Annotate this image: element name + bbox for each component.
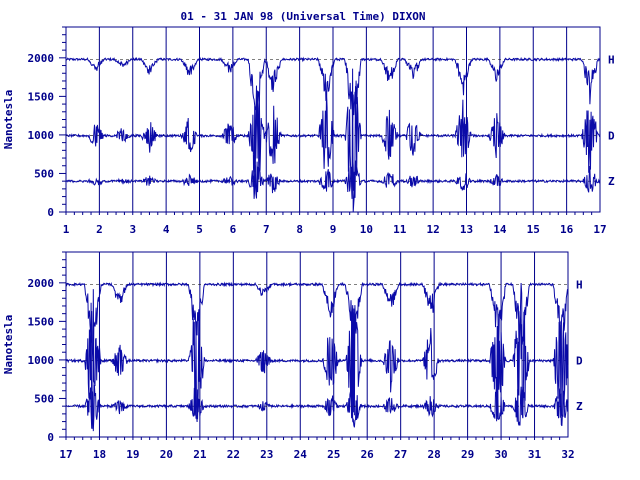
x-tick-label: 10 — [360, 223, 373, 236]
x-tick-label: 3 — [129, 223, 136, 236]
y-axis-label: Nanotesla — [2, 315, 15, 375]
series-label-H: H — [576, 278, 583, 291]
y-tick-label: 2000 — [28, 52, 55, 65]
x-tick-label: 31 — [528, 448, 542, 461]
x-tick-label: 1 — [63, 223, 70, 236]
y-tick-label: 0 — [47, 431, 54, 444]
y-tick-label: 1000 — [28, 129, 55, 142]
x-tick-label: 13 — [460, 223, 473, 236]
x-tick-label: 19 — [126, 448, 139, 461]
x-tick-label: 26 — [361, 448, 375, 461]
x-tick-label: 28 — [428, 448, 441, 461]
x-tick-label: 8 — [296, 223, 303, 236]
chart-panel-2: 17 18 19 20 21 22 23 24 25 26 27 28 29 30 31 32 0 500 1000… — [2, 251, 583, 461]
x-tick-label: 32 — [561, 448, 574, 461]
x-tick-label: 11 — [393, 223, 407, 236]
x-tick-label: 4 — [163, 223, 170, 236]
x-tick-label: 24 — [294, 448, 308, 461]
x-tick-label: 29 — [461, 448, 474, 461]
series-label-D: D — [608, 130, 615, 143]
series-line-Z — [65, 153, 601, 199]
x-tick-label: 6 — [230, 223, 237, 236]
x-tick-label: 12 — [427, 223, 440, 236]
x-tick-label: 16 — [560, 223, 574, 236]
x-tick-label: 25 — [327, 448, 340, 461]
series-line-D — [65, 282, 569, 429]
series-line-D — [65, 68, 601, 213]
chart-title: 01 - 31 JAN 98 (Universal Time) DIXON — [180, 10, 425, 23]
series-label-Z: Z — [576, 400, 583, 413]
y-axis-label: Nanotesla — [2, 90, 15, 150]
y-tick-label: 1500 — [28, 90, 55, 103]
series-label-Z: Z — [608, 175, 615, 188]
series-line-Z — [65, 383, 569, 432]
x-tick-label: 7 — [263, 223, 270, 236]
series-label-D: D — [576, 355, 583, 368]
x-tick-label: 22 — [227, 448, 240, 461]
x-tick-label: 15 — [527, 223, 540, 236]
x-tick-label: 21 — [193, 448, 207, 461]
y-tick-label: 2000 — [28, 277, 55, 290]
y-tick-label: 500 — [34, 167, 54, 180]
x-tick-label: 17 — [593, 223, 606, 236]
x-tick-label: 17 — [59, 448, 72, 461]
y-tick-label: 1000 — [28, 354, 55, 367]
x-tick-label: 5 — [196, 223, 203, 236]
y-tick-label: 0 — [47, 206, 54, 219]
chart-panel-1: 1 2 3 4 5 6 7 8 9 10 11 12 13 14 15 16 17050010001500200… — [2, 26, 615, 236]
x-tick-label: 30 — [494, 448, 507, 461]
y-tick-label: 1500 — [28, 315, 55, 328]
x-tick-label: 9 — [330, 223, 337, 236]
x-tick-label: 14 — [493, 223, 507, 236]
series-label-H: H — [608, 53, 615, 66]
series-line-H — [65, 56, 601, 122]
series-line-H — [65, 281, 569, 362]
y-tick-label: 500 — [34, 392, 54, 405]
x-tick-label: 18 — [93, 448, 106, 461]
x-tick-label: 23 — [260, 448, 273, 461]
x-tick-label: 2 — [96, 223, 103, 236]
x-tick-label: 20 — [160, 448, 173, 461]
x-tick-label: 27 — [394, 448, 407, 461]
